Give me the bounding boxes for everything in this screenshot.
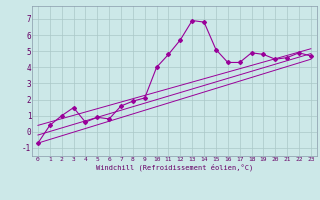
X-axis label: Windchill (Refroidissement éolien,°C): Windchill (Refroidissement éolien,°C) [96, 163, 253, 171]
